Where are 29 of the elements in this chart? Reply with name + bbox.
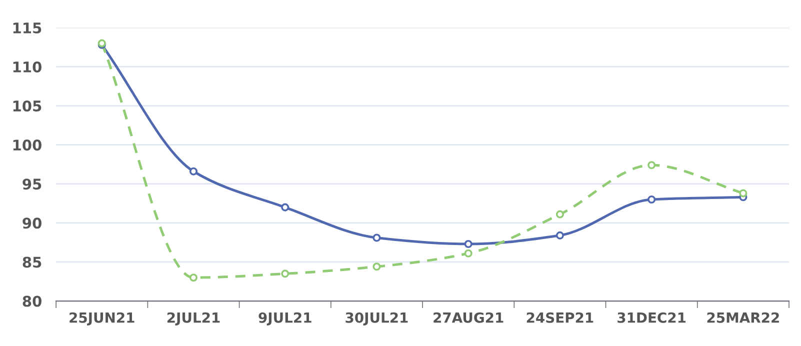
point bbox=[372, 234, 381, 242]
x-tick-label: 2JUL21 bbox=[167, 312, 220, 326]
point bbox=[281, 270, 290, 278]
y-tick-label: 80 bbox=[22, 296, 42, 307]
point bbox=[648, 195, 656, 204]
y-tick-label: 105 bbox=[13, 100, 42, 112]
point bbox=[556, 210, 564, 218]
x-tick-label: 30JUL21 bbox=[346, 312, 408, 326]
x-tick-label: 25MAR22 bbox=[707, 312, 779, 323]
point bbox=[189, 167, 198, 176]
y-tick-label: 100 bbox=[13, 140, 42, 151]
x-tick-label: 24SEP21 bbox=[526, 312, 594, 323]
point bbox=[189, 274, 198, 282]
point bbox=[739, 189, 748, 198]
point bbox=[648, 161, 656, 170]
y-tick-label: 110 bbox=[13, 61, 42, 72]
x-tick-label: 27AUG21 bbox=[434, 312, 504, 323]
point bbox=[464, 240, 472, 248]
y-tick-label: 95 bbox=[22, 178, 42, 190]
x-tick-label: 9JUL21 bbox=[258, 312, 312, 326]
point bbox=[372, 262, 381, 271]
x-tick-label: 25JUN21 bbox=[70, 312, 134, 326]
y-tick-label: 115 bbox=[13, 22, 42, 34]
y-tick-label: 85 bbox=[22, 256, 42, 268]
point bbox=[464, 249, 472, 258]
point bbox=[556, 231, 564, 240]
x-tick-label: 31DEC21 bbox=[618, 312, 686, 323]
y-tick-label: 90 bbox=[22, 218, 42, 229]
point bbox=[281, 203, 290, 212]
